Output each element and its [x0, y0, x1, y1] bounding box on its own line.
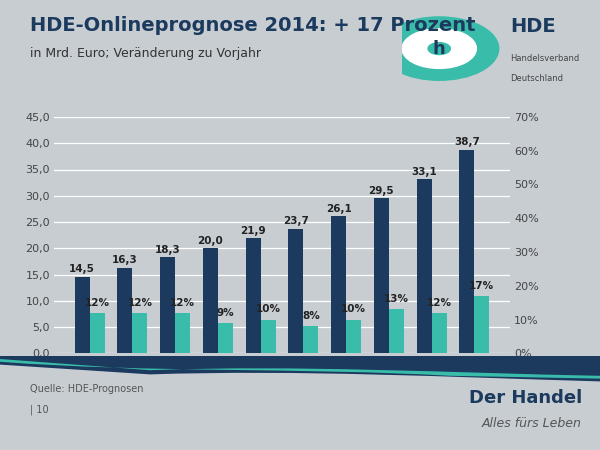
Bar	[203, 248, 218, 353]
Text: 14,5: 14,5	[69, 265, 95, 274]
Bar	[374, 198, 389, 353]
Text: 12%: 12%	[427, 298, 452, 308]
Text: 16,3: 16,3	[112, 255, 138, 265]
Text: Quelle: HDE-Prognosen: Quelle: HDE-Prognosen	[30, 384, 143, 394]
Bar	[175, 313, 190, 353]
PathPatch shape	[0, 356, 600, 382]
Bar	[133, 313, 148, 353]
Text: 10%: 10%	[341, 305, 366, 315]
Bar	[416, 180, 431, 353]
Text: 21,9: 21,9	[241, 225, 266, 236]
Text: HDE-Onlineprognose 2014: + 17 Prozent: HDE-Onlineprognose 2014: + 17 Prozent	[30, 16, 476, 35]
Text: 33,1: 33,1	[411, 167, 437, 177]
Text: 23,7: 23,7	[283, 216, 309, 226]
Bar	[160, 257, 175, 353]
Bar	[460, 150, 475, 353]
Bar	[118, 268, 133, 353]
Text: 29,5: 29,5	[368, 186, 394, 196]
Text: in Mrd. Euro; Veränderung zu Vorjahr: in Mrd. Euro; Veränderung zu Vorjahr	[30, 47, 261, 60]
Text: 8%: 8%	[302, 311, 320, 321]
Circle shape	[380, 17, 499, 80]
Text: Handelsverband: Handelsverband	[510, 54, 579, 63]
Bar	[331, 216, 346, 353]
Text: | 10: | 10	[30, 404, 49, 415]
PathPatch shape	[0, 359, 600, 378]
Text: 26,1: 26,1	[326, 203, 352, 214]
Bar	[289, 229, 304, 353]
Text: h: h	[433, 40, 446, 58]
Circle shape	[402, 29, 476, 68]
Bar	[304, 326, 319, 353]
Text: 17%: 17%	[469, 281, 494, 291]
Text: 12%: 12%	[127, 298, 152, 308]
Text: 13%: 13%	[384, 294, 409, 304]
Text: 12%: 12%	[85, 298, 110, 308]
Text: 20,0: 20,0	[197, 236, 223, 246]
Bar	[346, 320, 361, 353]
Bar	[475, 296, 489, 353]
Bar	[245, 238, 260, 353]
Bar	[431, 313, 446, 353]
Bar	[89, 313, 104, 353]
Bar	[75, 277, 89, 353]
Bar	[218, 323, 233, 353]
Text: 18,3: 18,3	[155, 244, 181, 255]
Text: 9%: 9%	[217, 308, 234, 318]
Text: Alles fürs Leben: Alles fürs Leben	[482, 418, 582, 430]
Text: 10%: 10%	[256, 305, 281, 315]
Text: Der Handel: Der Handel	[469, 389, 582, 407]
Bar	[260, 320, 275, 353]
Text: 38,7: 38,7	[454, 137, 480, 148]
Text: Deutschland: Deutschland	[510, 74, 563, 83]
Text: HDE: HDE	[510, 17, 556, 36]
Text: 12%: 12%	[170, 298, 195, 308]
Circle shape	[428, 43, 451, 54]
Bar	[389, 310, 404, 353]
